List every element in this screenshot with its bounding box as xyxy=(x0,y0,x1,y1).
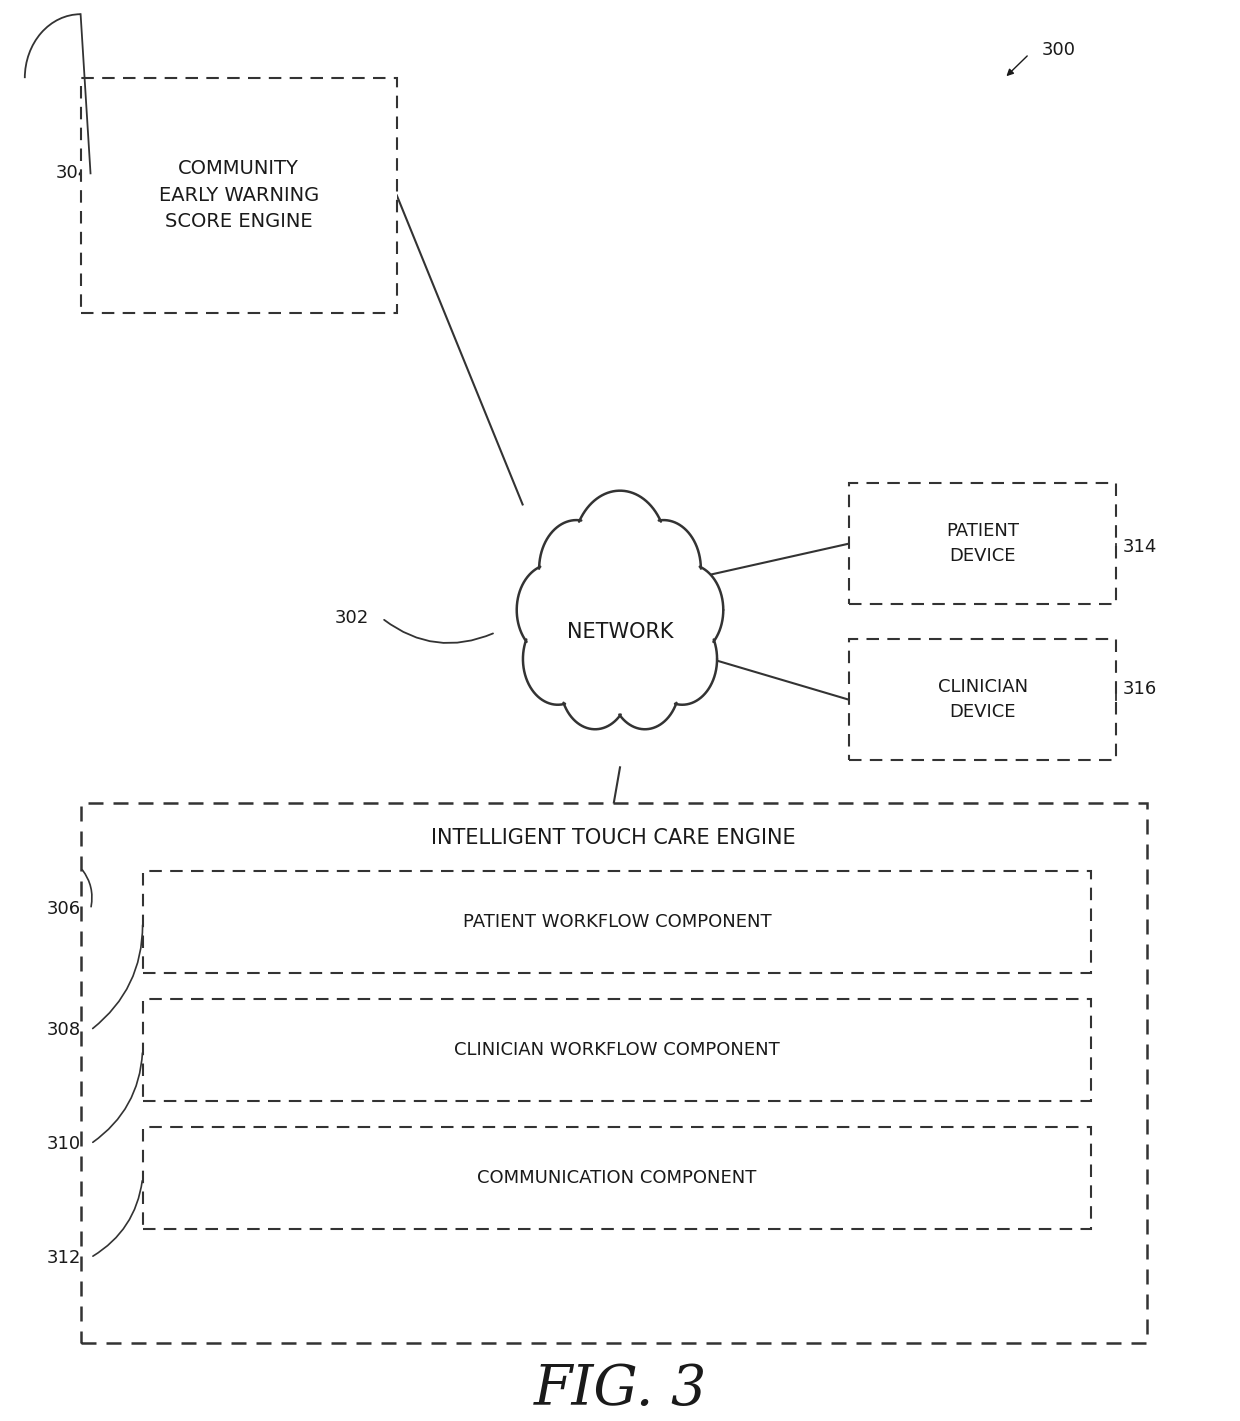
Text: INTELLIGENT TOUCH CARE ENGINE: INTELLIGENT TOUCH CARE ENGINE xyxy=(432,828,796,848)
Text: 312: 312 xyxy=(47,1249,82,1266)
Text: FIG. 3: FIG. 3 xyxy=(533,1363,707,1417)
Text: 314: 314 xyxy=(1122,539,1157,556)
FancyBboxPatch shape xyxy=(849,639,1116,760)
FancyBboxPatch shape xyxy=(81,78,397,313)
Text: 308: 308 xyxy=(47,1022,82,1039)
Ellipse shape xyxy=(573,490,667,615)
FancyBboxPatch shape xyxy=(143,1127,1091,1229)
FancyBboxPatch shape xyxy=(143,871,1091,973)
Text: 300: 300 xyxy=(1042,41,1075,58)
FancyBboxPatch shape xyxy=(849,483,1116,604)
Ellipse shape xyxy=(558,537,682,701)
Ellipse shape xyxy=(626,520,701,618)
Text: COMMUNITY
EARLY WARNING
SCORE ENGINE: COMMUNITY EARLY WARNING SCORE ENGINE xyxy=(159,159,319,232)
Ellipse shape xyxy=(539,520,614,618)
Text: 310: 310 xyxy=(47,1135,82,1152)
Text: NETWORK: NETWORK xyxy=(567,622,673,642)
Text: PATIENT WORKFLOW COMPONENT: PATIENT WORKFLOW COMPONENT xyxy=(463,914,771,931)
Text: 306: 306 xyxy=(47,901,82,918)
FancyBboxPatch shape xyxy=(143,999,1091,1101)
Text: 304: 304 xyxy=(56,165,91,182)
Text: COMMUNICATION COMPONENT: COMMUNICATION COMPONENT xyxy=(477,1169,756,1187)
FancyBboxPatch shape xyxy=(81,803,1147,1343)
Text: 302: 302 xyxy=(335,610,370,627)
Text: PATIENT
DEVICE: PATIENT DEVICE xyxy=(946,522,1019,566)
Text: CLINICIAN WORKFLOW COMPONENT: CLINICIAN WORKFLOW COMPONENT xyxy=(454,1042,780,1059)
Ellipse shape xyxy=(610,638,680,729)
Ellipse shape xyxy=(523,614,593,705)
Text: 316: 316 xyxy=(1122,681,1157,698)
Text: CLINICIAN
DEVICE: CLINICIAN DEVICE xyxy=(937,678,1028,722)
Ellipse shape xyxy=(560,638,630,729)
Ellipse shape xyxy=(653,564,723,655)
Ellipse shape xyxy=(647,614,717,705)
Ellipse shape xyxy=(517,564,587,655)
